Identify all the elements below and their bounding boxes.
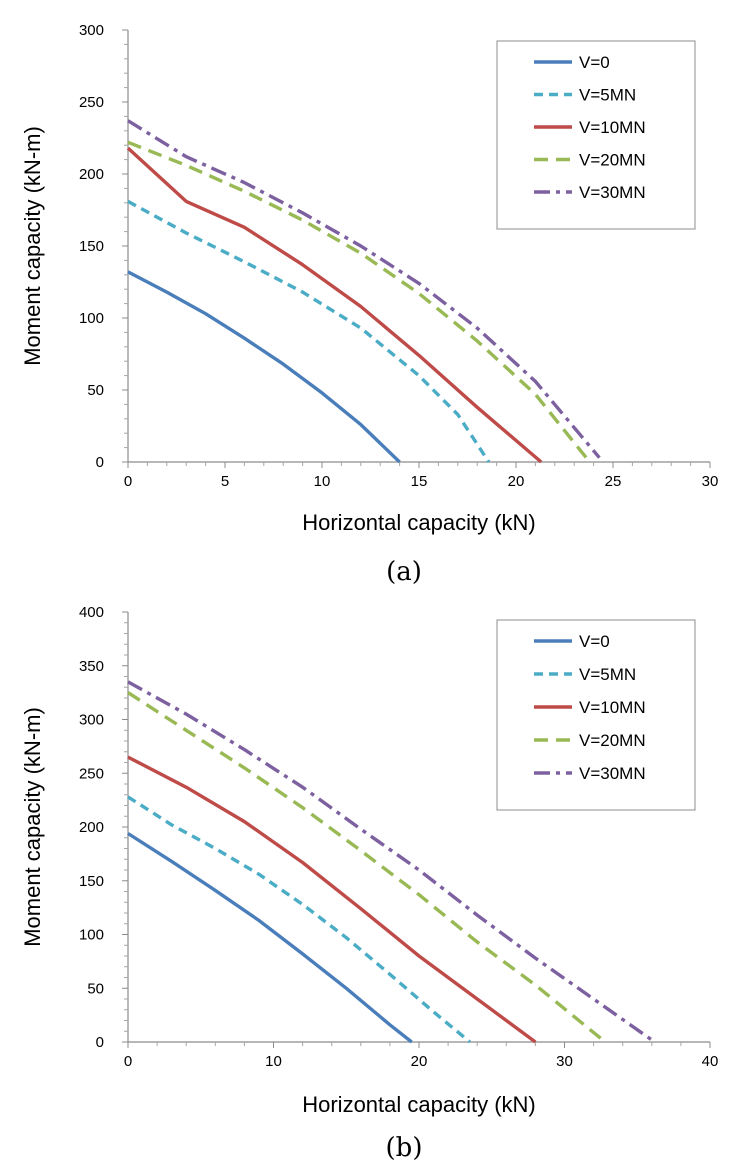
x-tick-label: 0 <box>124 1053 132 1070</box>
figure-caption: (b) <box>386 1133 423 1163</box>
y-tick-label: 150 <box>79 238 104 255</box>
series-line-v-5mn <box>127 199 491 463</box>
series-line-v-5mn <box>127 795 471 1044</box>
legend: V=0 V=5MN V=10MN V=20MN V=30MN <box>496 619 696 811</box>
legend-box <box>496 619 696 811</box>
legend-label: V=30MN <box>579 183 646 202</box>
y-tick-label: 0 <box>96 1034 104 1051</box>
y-tick-label: 300 <box>79 22 104 39</box>
x-tick-label: 20 <box>508 473 525 490</box>
y-tick-label: 150 <box>79 873 104 890</box>
y-tick-label: 50 <box>87 382 104 399</box>
y-tick-label: 250 <box>79 765 104 782</box>
y-tick-label: 0 <box>96 454 104 471</box>
x-tick-label: 5 <box>221 473 229 490</box>
legend-label: V=20MN <box>579 151 646 170</box>
y-tick-label: 200 <box>79 819 104 836</box>
y-tick-label: 100 <box>79 927 104 944</box>
figure-caption: (a) <box>386 557 422 587</box>
y-tick-label: 300 <box>79 712 104 729</box>
legend-label: V=10MN <box>579 118 646 137</box>
chart-b: 0 10 20 30 40050100150200250300350400Horizon… <box>20 604 718 1163</box>
series-line-v-0 <box>127 270 401 464</box>
legend: V=0 V=5MN V=10MN V=20MN V=30MN <box>496 40 696 230</box>
x-tick-label: 0 <box>124 473 132 490</box>
x-tick-label: 40 <box>702 1053 719 1070</box>
y-tick-label: 50 <box>87 980 104 997</box>
legend-label: V=5MN <box>579 665 636 684</box>
x-tick-label: 20 <box>411 1053 428 1070</box>
series-line-v-10mn <box>127 755 537 1044</box>
legend-label: V=0 <box>579 632 610 651</box>
y-tick-label: 250 <box>79 94 104 111</box>
x-tick-label: 10 <box>314 473 331 490</box>
x-tick-label: 30 <box>702 473 719 490</box>
x-tick-label: 30 <box>556 1053 573 1070</box>
series-line-v-10mn <box>126 146 543 464</box>
y-tick-label: 350 <box>79 658 104 675</box>
x-tick-label: 10 <box>265 1053 282 1070</box>
series-line-v-30mn <box>127 119 601 459</box>
y-axis-title: Moment capacity (kN-m) <box>20 126 45 366</box>
y-axis-title: Moment capacity (kN-m) <box>20 707 45 947</box>
series-line-v-20mn <box>127 691 607 1044</box>
legend-label: V=30MN <box>579 764 646 783</box>
y-tick-label: 400 <box>79 604 104 621</box>
series-line-v-0 <box>127 832 413 1044</box>
chart-a: 0 5 10 15 20 25 30050100150200250300Horizontal… <box>20 22 718 587</box>
legend-box <box>496 40 696 230</box>
x-axis-title: Horizontal capacity (kN) <box>302 1092 536 1117</box>
y-tick-label: 100 <box>79 310 104 327</box>
x-axis-title: Horizontal capacity (kN) <box>302 510 536 535</box>
legend-label: V=0 <box>579 53 610 72</box>
y-tick-label: 200 <box>79 166 104 183</box>
legend-label: V=20MN <box>579 731 646 750</box>
legend-label: V=10MN <box>579 698 646 717</box>
legend-label: V=5MN <box>579 86 636 105</box>
series-line-v-30mn <box>127 680 656 1044</box>
x-tick-label: 15 <box>411 473 428 490</box>
x-tick-label: 25 <box>605 473 622 490</box>
